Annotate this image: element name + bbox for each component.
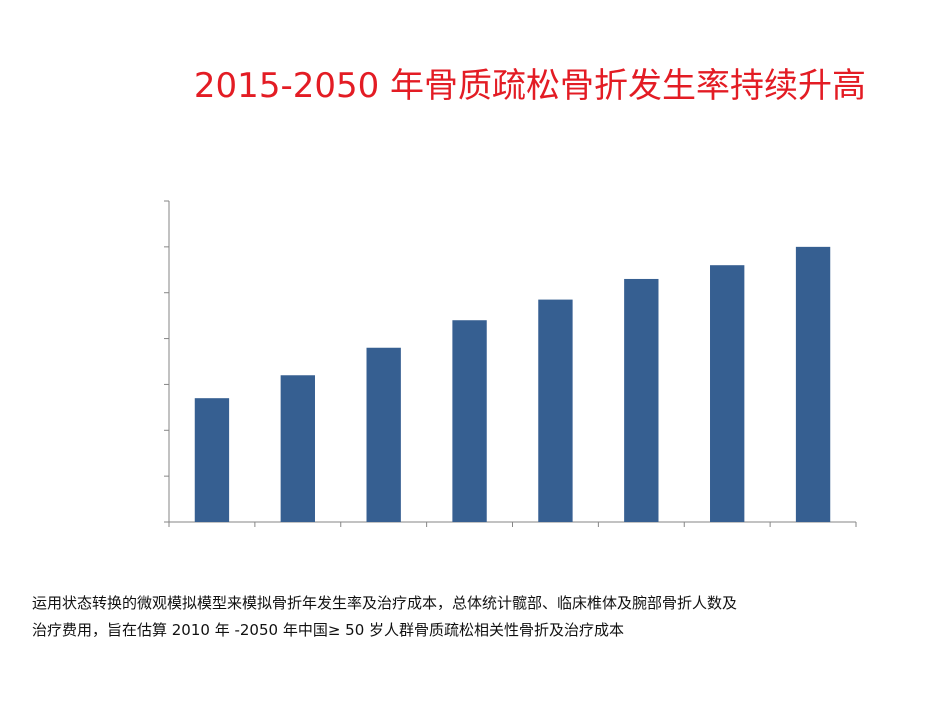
bar — [194, 398, 230, 522]
bar — [538, 299, 573, 522]
caption-line-2: 治疗费用，旨在估算 2010 年 -2050 年中国≥ 50 岁人群骨质疏松相关… — [32, 621, 625, 639]
chart-axes — [164, 200, 857, 527]
caption-line-1: 运用状态转换的微观模拟模型来模拟骨折年发生率及治疗成本，总体统计髋部、临床椎体及… — [32, 594, 738, 612]
bar — [452, 320, 487, 522]
bar — [710, 265, 745, 522]
caption: 运用状态转换的微观模拟模型来模拟骨折年发生率及治疗成本，总体统计髋部、临床椎体及… — [32, 590, 927, 644]
bar — [795, 246, 831, 522]
bar — [624, 278, 659, 522]
bar — [280, 375, 315, 522]
chart-bars — [194, 246, 831, 522]
page-title: 2015-2050 年骨质疏松骨折发生率持续升高 — [193, 66, 867, 106]
bar — [366, 347, 401, 522]
